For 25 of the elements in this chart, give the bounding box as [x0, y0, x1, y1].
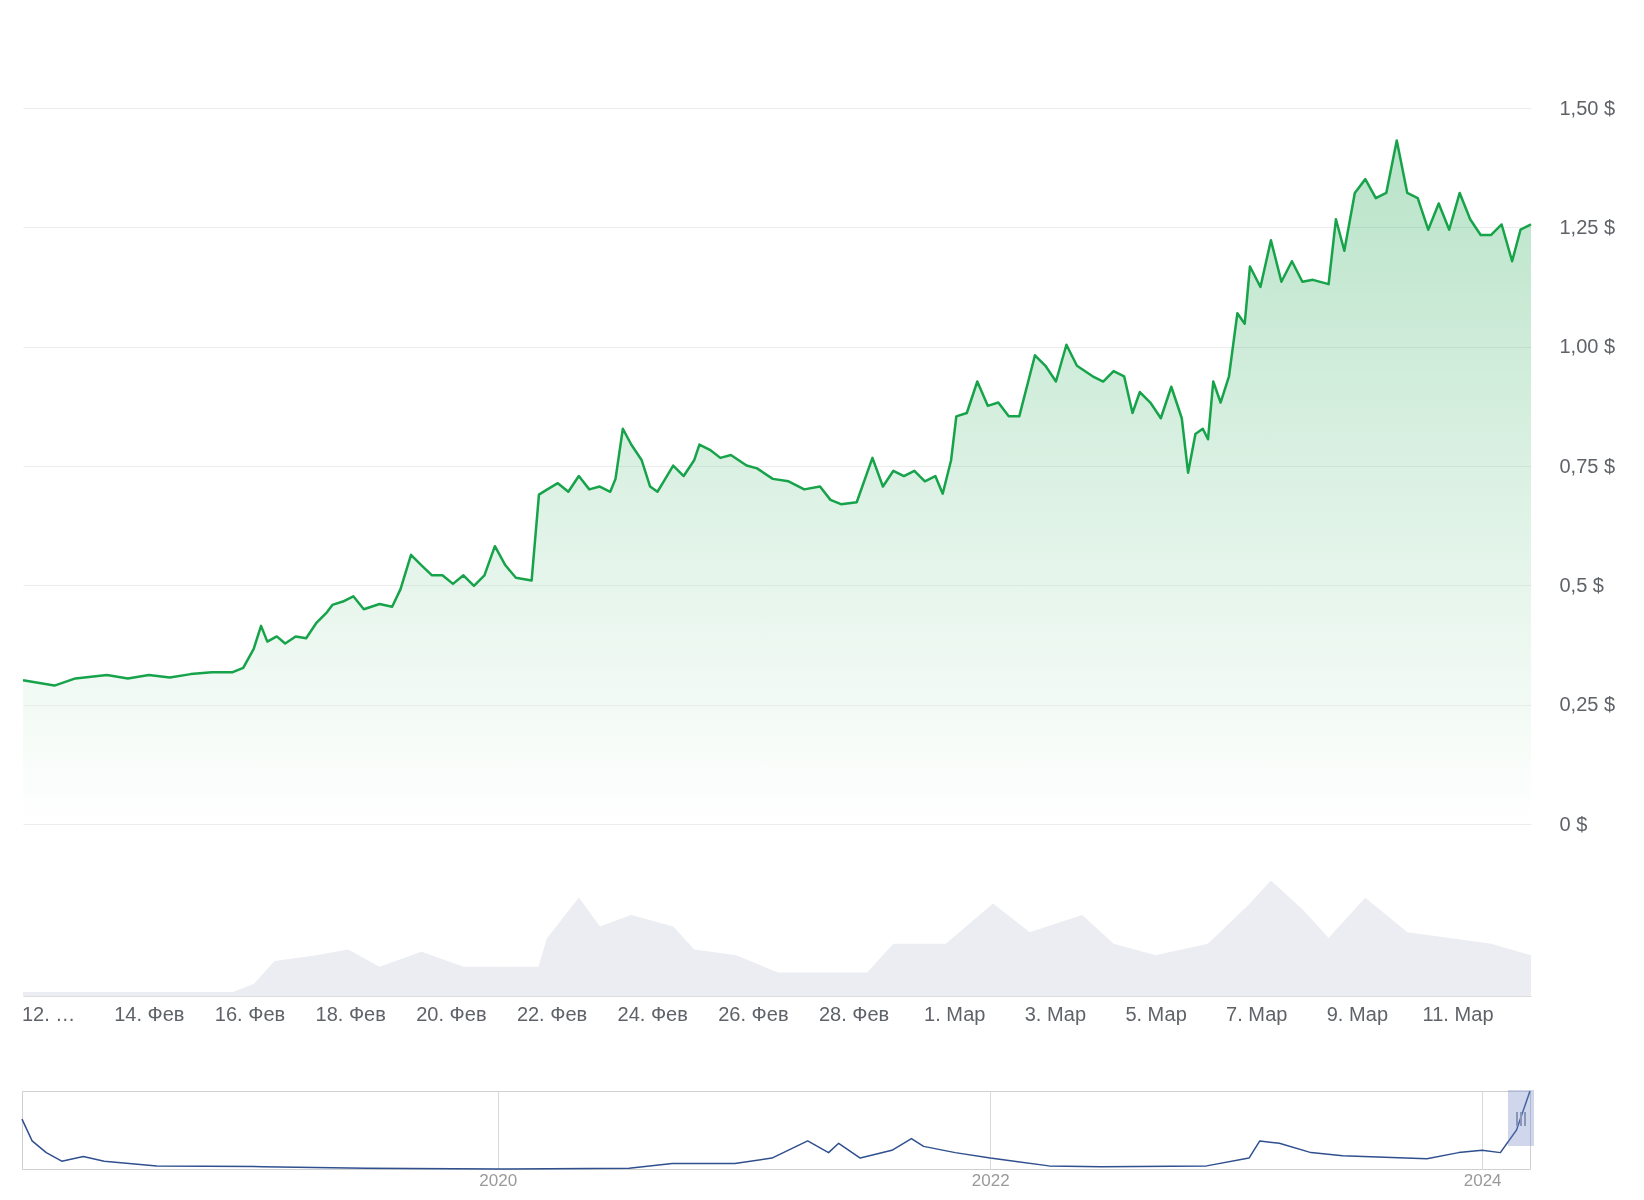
- y-tick-label: 0,5 $: [1559, 573, 1604, 596]
- x-tick-label: 18. Фев: [315, 1002, 386, 1025]
- x-tick-label: 5. Мар: [1125, 1002, 1187, 1025]
- y-tick-label: 0,75 $: [1559, 454, 1616, 477]
- x-tick-label: 1. Мар: [924, 1002, 986, 1025]
- x-tick-label: 14. Фев: [114, 1002, 185, 1025]
- y-tick-label: 1,00 $: [1559, 335, 1616, 358]
- x-tick-label: 12. …: [21, 1002, 76, 1025]
- x-tick-label: 24. Фев: [617, 1002, 688, 1025]
- y-tick-label: 1,25 $: [1559, 215, 1616, 238]
- x-tick-label: 26. Фев: [718, 1002, 789, 1025]
- x-tick-label: 28. Фев: [818, 1002, 890, 1025]
- y-tick-label: 1,50 $: [1559, 96, 1616, 119]
- x-tick-label: 2020: [479, 1170, 518, 1190]
- x-tick-label: 16. Фев: [214, 1002, 286, 1025]
- x-tick-label: 2024: [1463, 1170, 1502, 1190]
- x-tick-label: 11. Мар: [1422, 1002, 1494, 1025]
- x-tick-label: 9. Мар: [1326, 1002, 1389, 1025]
- x-tick-label: 2022: [971, 1170, 1010, 1190]
- x-tick-label: 22. Фев: [516, 1002, 588, 1025]
- x-tick-label: 20. Фев: [416, 1002, 487, 1025]
- x-tick-label: 7. Мар: [1226, 1002, 1288, 1025]
- y-tick-label: 0 $: [1559, 812, 1588, 835]
- x-tick-label: 3. Мар: [1024, 1002, 1087, 1025]
- y-tick-label: 0,25 $: [1559, 693, 1616, 716]
